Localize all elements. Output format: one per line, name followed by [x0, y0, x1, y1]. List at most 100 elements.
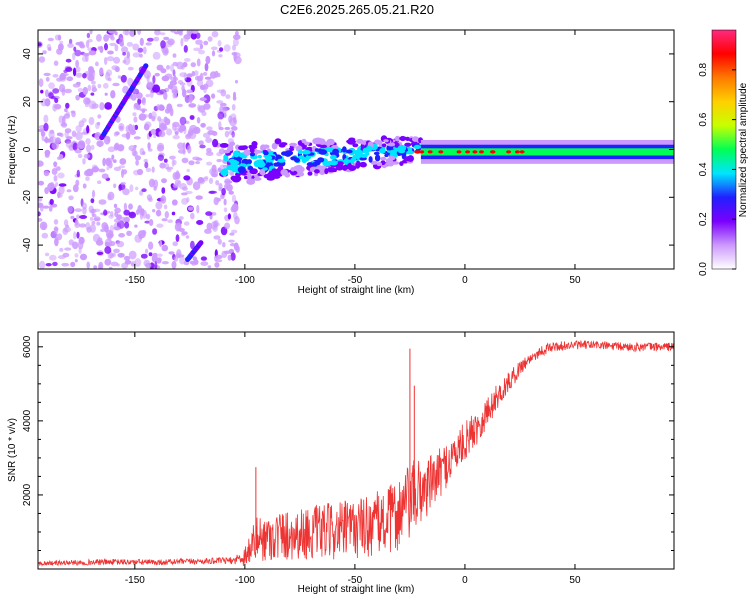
heatmap-cell	[39, 204, 44, 212]
heatmap-cell	[233, 34, 241, 40]
heatmap-cell	[181, 192, 188, 196]
heatmap-cell	[128, 250, 137, 260]
heatmap-cell	[223, 44, 231, 52]
heatmap-cell	[200, 261, 209, 266]
heatmap-cell	[179, 116, 187, 126]
heatmap-cell	[93, 217, 101, 221]
heatmap-cell	[95, 61, 99, 67]
band-cell	[326, 138, 335, 146]
y-tick-label: 4000	[22, 409, 33, 432]
heatmap-cell	[233, 211, 238, 220]
carrier-peak	[438, 150, 444, 154]
heatmap-cell	[145, 213, 151, 220]
heatmap-cell	[74, 222, 81, 228]
spectrogram-heatmap	[38, 30, 674, 269]
heatmap-cell	[225, 94, 231, 99]
heatmap-cell	[90, 92, 95, 96]
heatmap-cell	[87, 47, 92, 51]
band-cell	[387, 142, 396, 147]
heatmap-cell	[122, 188, 130, 196]
snr-panel: -150 -100 -50 0 50 2000 4000 6000 Height of str…	[7, 331, 675, 595]
heatmap-cell	[82, 202, 87, 210]
heatmap-cell	[152, 51, 161, 60]
heatmap-cell	[166, 168, 172, 173]
heatmap-cell	[163, 204, 168, 210]
heatmap-cell	[52, 74, 59, 78]
heatmap-cell	[193, 47, 201, 52]
heatmap-cell	[152, 75, 156, 84]
band-cell	[290, 156, 298, 161]
heatmap-cell	[196, 79, 204, 87]
heatmap-cell	[183, 221, 190, 226]
heatmap-cell	[154, 72, 160, 77]
band-cell	[312, 162, 318, 167]
heatmap-cell	[136, 92, 143, 100]
heatmap-cell	[114, 211, 119, 217]
heatmap-cell	[75, 94, 80, 101]
heatmap-cell	[60, 123, 67, 127]
heatmap-cell	[152, 252, 158, 257]
heatmap-cell	[104, 258, 112, 266]
heatmap-cell	[194, 75, 200, 81]
band-cell	[365, 145, 373, 152]
streak-point	[198, 240, 204, 246]
heatmap-cell	[157, 116, 162, 122]
heatmap-cell	[137, 205, 142, 213]
heatmap-cell	[178, 31, 183, 36]
heatmap-cell	[148, 241, 154, 250]
heatmap-cell	[143, 70, 151, 79]
heatmap-cell	[126, 230, 132, 236]
heatmap-cell	[68, 195, 74, 201]
heatmap-cell	[118, 122, 125, 132]
heatmap-cell	[150, 111, 157, 120]
heatmap-cell	[139, 53, 143, 58]
band-cell	[257, 154, 262, 159]
heatmap-cell	[134, 124, 139, 131]
heatmap-cell	[54, 97, 59, 104]
band-cell	[361, 153, 367, 158]
heatmap-cell	[198, 49, 205, 55]
band-cell	[232, 175, 242, 182]
colorbar-gradient	[712, 30, 736, 269]
heatmap-cell	[104, 92, 108, 96]
heatmap-cell	[55, 166, 61, 171]
heatmap-cell	[91, 80, 96, 85]
heatmap-cell	[89, 30, 93, 35]
heatmap-cell	[76, 81, 81, 86]
heatmap-cell	[65, 58, 72, 63]
heatmap-cell	[51, 142, 59, 150]
heatmap-cell	[161, 244, 169, 252]
heatmap-cell	[57, 172, 65, 179]
carrier-peak	[414, 150, 420, 154]
carrier-core	[420, 148, 674, 156]
heatmap-cell	[85, 138, 91, 145]
heatmap-cell	[155, 201, 163, 210]
heatmap-cell	[38, 197, 43, 202]
band-cell	[253, 177, 262, 181]
band-cell	[348, 139, 357, 144]
heatmap-cell	[107, 232, 112, 242]
heatmap-cell	[148, 219, 154, 226]
x-tick-label: -150	[125, 275, 145, 286]
heatmap-cell	[85, 40, 90, 49]
heatmap-cell	[62, 227, 69, 235]
heatmap-cell	[128, 211, 137, 219]
heatmap-cell	[89, 69, 94, 79]
spectrogram-ylabel: Frequency (Hz)	[7, 116, 18, 185]
band-cell	[227, 144, 234, 152]
heatmap-cell	[159, 162, 166, 169]
band-cell	[314, 169, 320, 174]
carrier-peak	[472, 150, 478, 154]
heatmap-cell	[183, 175, 191, 181]
heatmap-cell	[163, 116, 168, 123]
heatmap-cell	[49, 198, 54, 205]
heatmap-cell	[221, 188, 226, 196]
heatmap-cell	[48, 205, 53, 212]
heatmap-cell	[77, 87, 84, 93]
heatmap-cell	[61, 88, 66, 96]
y-tick-label: 20	[22, 96, 33, 108]
band-cell	[298, 149, 303, 155]
heatmap-cell	[113, 166, 121, 171]
heatmap-cell	[195, 195, 203, 200]
heatmap-cell	[164, 211, 169, 219]
